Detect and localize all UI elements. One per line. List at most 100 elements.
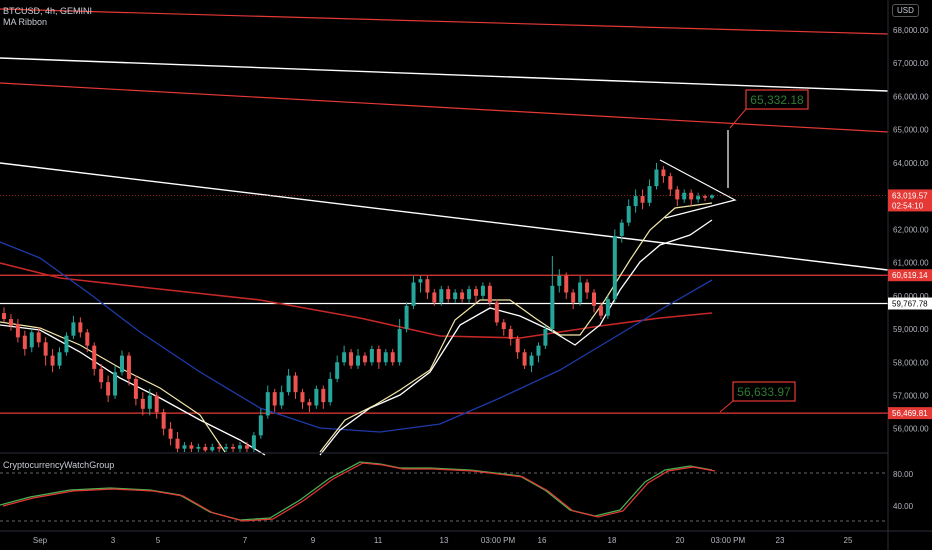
candle-body (612, 235, 617, 300)
candle (647, 179, 652, 207)
candle (362, 352, 367, 366)
candle (64, 332, 69, 356)
candle-body (196, 447, 201, 449)
price-label-value: 59,767.78 (892, 300, 928, 309)
trendline-red-upper (0, 8, 889, 35)
candle (619, 219, 624, 243)
candle-body (578, 282, 583, 303)
candle (314, 385, 319, 409)
candle (689, 189, 694, 207)
x-tick-label: 25 (844, 536, 853, 545)
ma-blue (0, 241, 713, 433)
candle (175, 432, 180, 452)
candle-body (120, 355, 124, 373)
candle (2, 307, 6, 323)
x-tick-label: 23 (776, 536, 785, 545)
candle (501, 319, 506, 336)
candle (203, 443, 208, 452)
candle-body (682, 192, 687, 200)
candle (696, 192, 701, 203)
candle-body (161, 412, 166, 429)
candle (703, 194, 708, 202)
candle (231, 443, 236, 452)
candle-body (43, 342, 48, 356)
candle (36, 327, 41, 348)
candle-body (238, 445, 242, 449)
candle (182, 442, 187, 452)
candle-body (605, 299, 610, 316)
candle (543, 325, 548, 349)
candle (383, 348, 388, 366)
x-tick-label: 5 (156, 536, 161, 545)
candle-body (224, 447, 229, 449)
currency-button[interactable]: USD (892, 4, 919, 17)
x-tick-label: 18 (608, 536, 617, 545)
y-tick-label: 58,000.00 (893, 358, 929, 367)
candle-body (661, 169, 666, 177)
candle (474, 285, 478, 303)
price-label-box (888, 189, 932, 212)
candle-body (376, 348, 381, 363)
candle-body (293, 375, 298, 393)
candle (675, 186, 680, 207)
candle (85, 329, 90, 353)
ma-yellow-right (319, 202, 713, 453)
candle-body (668, 176, 673, 190)
candle-body (78, 322, 83, 333)
y-tick-label: 56,000.00 (893, 425, 929, 434)
y-tick-label: 60,000.00 (893, 292, 929, 301)
candle (349, 348, 354, 369)
oscillator-fast-line (0, 461, 713, 521)
candle-body (474, 289, 478, 296)
candle (633, 189, 638, 213)
candle (29, 329, 34, 353)
candle (626, 199, 631, 226)
ma-white-left (0, 324, 266, 456)
candle (661, 166, 666, 183)
x-tick-label: Sep (33, 536, 48, 545)
y-tick-label: 64,000.00 (893, 159, 929, 168)
y-tick-label: 57,000.00 (893, 392, 929, 401)
candle (598, 302, 603, 320)
price-label-value: 56,469.81 (892, 409, 928, 418)
candle (592, 289, 596, 313)
candle-body (22, 335, 27, 349)
x-tick-label: 9 (311, 536, 316, 545)
candle-body (564, 275, 569, 293)
candle-body (217, 447, 222, 449)
candle-body (29, 332, 34, 348)
candle (22, 330, 27, 356)
candle-body (619, 222, 624, 236)
y-tick-label: 61,000.00 (893, 259, 929, 268)
candle (71, 315, 76, 339)
candle-body (640, 196, 645, 203)
x-tick-label: 03:00 PM (481, 536, 516, 545)
candle-body (675, 189, 680, 200)
trendline-white-lower (0, 162, 889, 271)
candle (133, 375, 138, 406)
candle (439, 285, 444, 306)
candle (279, 385, 284, 409)
annotation-box (745, 89, 809, 110)
candle-body (710, 195, 714, 198)
candle (286, 368, 291, 396)
candle-body (550, 285, 555, 330)
candle (508, 325, 513, 346)
candle-body (356, 355, 360, 366)
annotation-value: 56,633.97 (737, 385, 791, 399)
candle (515, 335, 520, 359)
candle-body (92, 345, 97, 369)
candle (550, 255, 555, 333)
candle-body (515, 339, 520, 353)
candle-body (133, 378, 138, 399)
candle-body (696, 196, 701, 200)
candle (571, 289, 576, 310)
candle-body (328, 378, 333, 403)
annotation-pointer (719, 400, 734, 413)
candle-body (626, 206, 631, 223)
candle-body (397, 329, 402, 363)
candle-body (126, 355, 131, 379)
candle (557, 269, 562, 293)
candle-body (244, 445, 249, 449)
candle (376, 345, 381, 369)
